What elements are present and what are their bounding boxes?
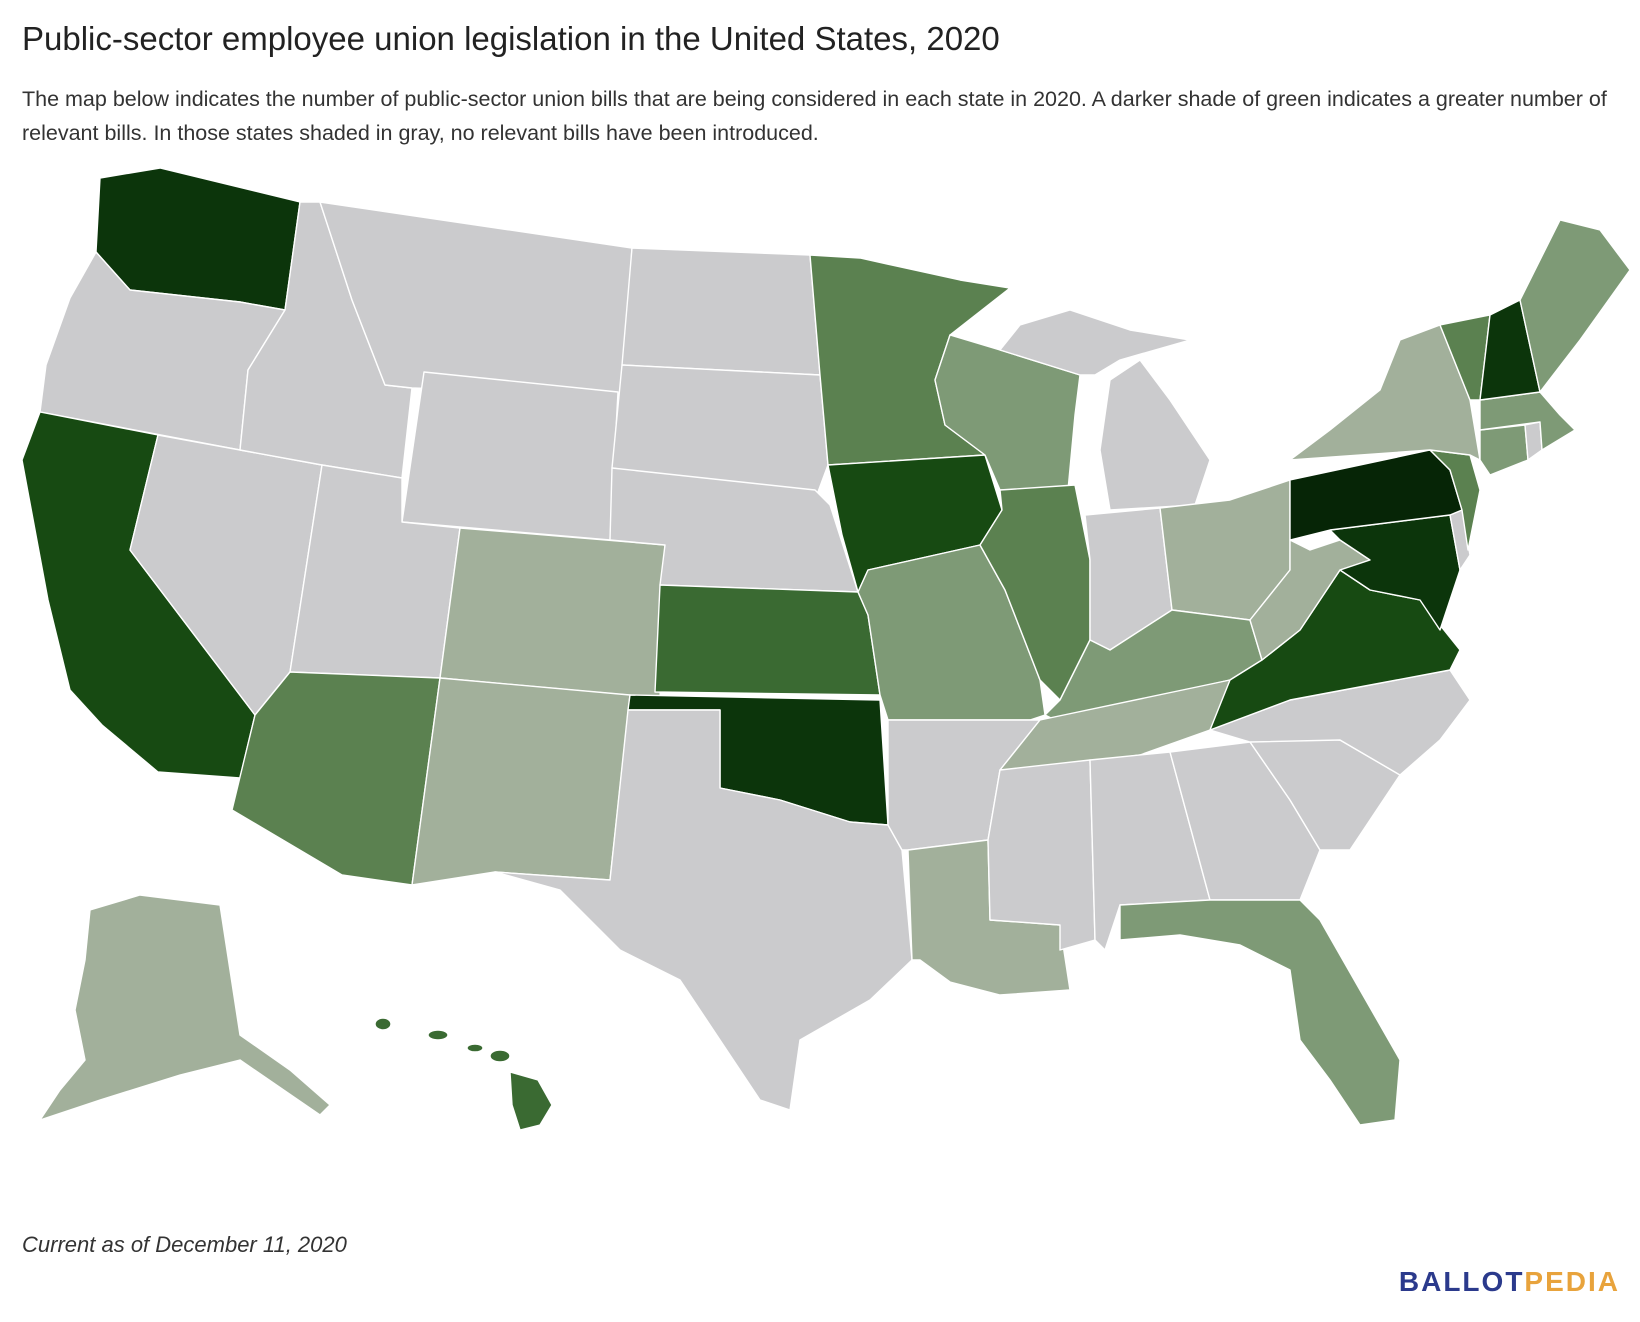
current-as-of-note: Current as of December 11, 2020: [22, 1232, 347, 1257]
state-south-dakota[interactable]: [611, 364, 829, 501]
state-new-mexico[interactable]: [411, 677, 631, 886]
state-alaska[interactable]: [39, 894, 331, 1121]
state-arizona[interactable]: [231, 671, 441, 886]
logo-part-pedia: PEDIA: [1524, 1266, 1620, 1297]
state-rhode-island[interactable]: [1524, 421, 1543, 461]
map-svg: [21, 167, 1631, 1131]
state-hawaii[interactable]: [374, 1017, 553, 1131]
state-michigan[interactable]: [999, 309, 1211, 511]
ballotpedia-logo[interactable]: BALLOTPEDIA: [1399, 1266, 1620, 1298]
state-florida[interactable]: [1119, 899, 1401, 1126]
state-massachusetts[interactable]: [1479, 391, 1576, 451]
state-wyoming[interactable]: [401, 371, 619, 541]
page-title: Public-sector employee union legislation…: [22, 20, 1000, 57]
state-kansas[interactable]: [654, 584, 881, 696]
map-description: The map below indicates the number of pu…: [22, 87, 1607, 145]
state-texas[interactable]: [494, 709, 913, 1111]
state-illinois[interactable]: [979, 484, 1091, 701]
state-connecticut[interactable]: [1479, 424, 1529, 476]
state-mississippi[interactable]: [987, 759, 1096, 951]
state-maine[interactable]: [1519, 219, 1631, 393]
state-north-dakota[interactable]: [621, 247, 821, 376]
state-colorado[interactable]: [439, 527, 666, 699]
us-states-map: [0, 160, 1640, 1210]
logo-part-ballot: BALLOT: [1398, 1266, 1525, 1297]
